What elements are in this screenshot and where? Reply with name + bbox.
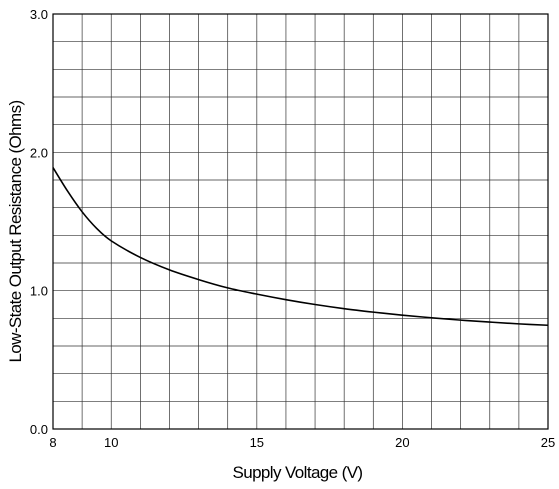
grid-lines	[53, 14, 548, 429]
y-tick-label: 1.0	[30, 284, 48, 299]
series-line	[52, 167, 549, 327]
plot-frame	[52, 13, 549, 430]
x-axis-label: Supply Voltage (V)	[232, 463, 362, 482]
y-tick-label: 2.0	[30, 145, 48, 160]
x-tick-labels: 8 10 15 20 25	[49, 435, 555, 450]
x-tick-label: 20	[395, 435, 409, 450]
y-tick-label: 3.0	[30, 7, 48, 22]
x-tick-label: 10	[104, 435, 118, 450]
y-tick-labels: 0.0 1.0 2.0 3.0	[30, 7, 48, 437]
y-tick-label: 0.0	[30, 422, 48, 437]
x-tick-label: 25	[541, 435, 555, 450]
y-axis-label: Low-State Output Resistance (Ohms)	[6, 100, 25, 362]
x-tick-label: 8	[49, 435, 56, 450]
x-tick-label: 15	[250, 435, 264, 450]
